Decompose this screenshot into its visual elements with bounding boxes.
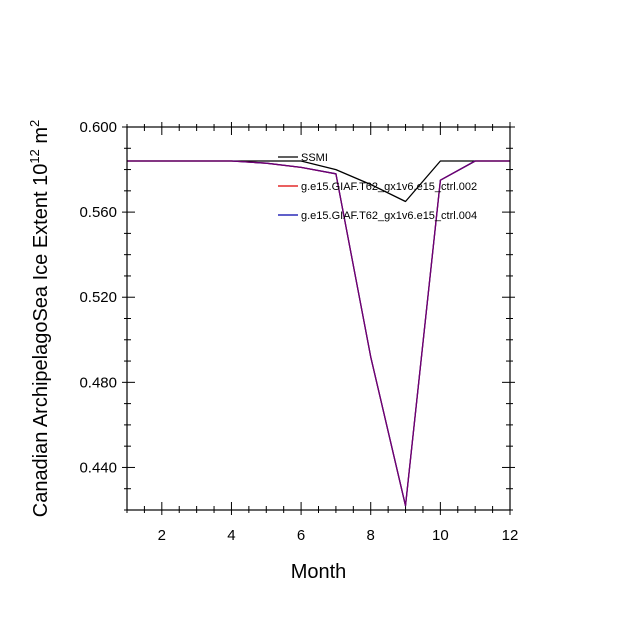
legend: SSMI g.e15.GIAF.T62_gx1v6.e15_ctrl.002 g.e… xyxy=(278,152,477,222)
x-axis-title: Month xyxy=(291,561,347,583)
y-tick-label: 0.480 xyxy=(79,374,117,391)
legend-label-3: g.e15.GIAF.T62_gx1v6.e15_ctrl.004 xyxy=(301,210,477,222)
x-tick-label: 6 xyxy=(297,527,305,544)
y-axis-unit-exponent: 2 xyxy=(27,120,42,127)
y-tick-label: 0.600 xyxy=(79,119,117,136)
x-tick-label: 2 xyxy=(158,527,166,544)
legend-label-1: SSMI xyxy=(301,152,328,164)
x-tick-label: 12 xyxy=(502,527,519,544)
y-tick-label: 0.440 xyxy=(79,459,117,476)
y-axis-exponent: 12 xyxy=(27,149,42,163)
x-tick-label: 4 xyxy=(227,527,235,544)
y-axis-title: Canadian ArchipelagoSea Ice Extent 1012 … xyxy=(27,120,52,518)
plot-frame xyxy=(126,126,511,511)
y-tick-label: 0.520 xyxy=(79,289,117,306)
labels-layer: 2 4 6 8 10 12 0.440 0.480 0.520 0.560 0.600 xyxy=(79,119,518,544)
legend-label-2: g.e15.GIAF.T62_gx1v6.e15_ctrl.002 xyxy=(301,181,477,193)
x-tick-label: 10 xyxy=(432,527,449,544)
y-tick-label: 0.560 xyxy=(79,204,117,221)
x-tick-label: 8 xyxy=(367,527,375,544)
series-layer xyxy=(127,160,510,507)
series-overlap-line xyxy=(127,160,510,506)
